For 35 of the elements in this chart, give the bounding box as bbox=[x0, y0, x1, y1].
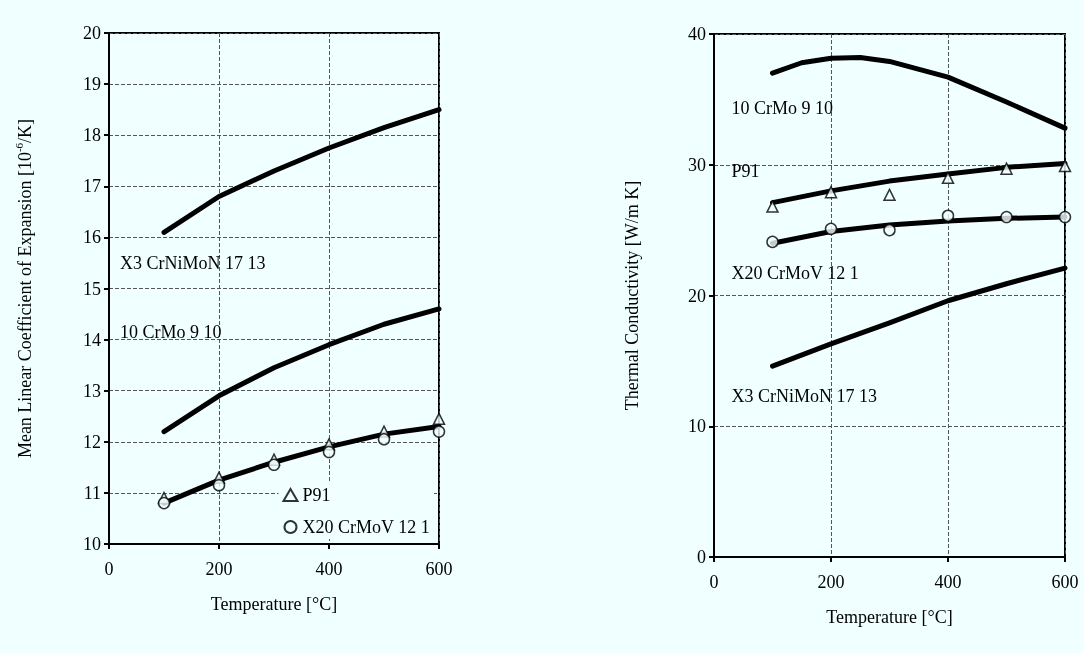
x-tick-label: 600 bbox=[1051, 572, 1079, 592]
y-tick-label: 20 bbox=[83, 23, 101, 43]
x-tick-label: 0 bbox=[709, 572, 719, 592]
x-tick-label: 400 bbox=[315, 559, 343, 579]
y-axis-title: Mean Linear Coefficient of Expansion [10-6/K] bbox=[12, 118, 35, 459]
y-tick-label: 20 bbox=[688, 285, 706, 306]
y-tick-label: 19 bbox=[83, 74, 101, 95]
text: 10 CrMo 9 10 bbox=[731, 98, 834, 119]
x-axis-title: Temperature [°C] bbox=[210, 594, 338, 614]
series-label: P91 bbox=[731, 160, 760, 181]
y-tick-label: 16 bbox=[83, 227, 101, 248]
legend-label: P91 bbox=[302, 485, 331, 505]
legend-label: X20 CrMoV 12 1 bbox=[302, 517, 430, 537]
y-tick-label: 40 bbox=[688, 24, 706, 44]
y-tick-label: 10 bbox=[83, 534, 101, 554]
y-tick-label: 10 bbox=[688, 416, 706, 437]
x-tick-label: 200 bbox=[205, 559, 233, 579]
y-tick-label: 15 bbox=[83, 278, 101, 299]
y-tick-label: 13 bbox=[83, 380, 101, 401]
y-tick-label: 18 bbox=[83, 125, 101, 146]
text: 10 CrMo 9 10 bbox=[120, 321, 222, 342]
y-axis-title: Thermal Conductivity [W/m K] bbox=[622, 180, 642, 411]
series-label: X20 CrMoV 12 1 bbox=[731, 263, 859, 284]
x-tick-label: 600 bbox=[425, 559, 453, 579]
text: X3 CrNiMoN 17 13 bbox=[120, 253, 266, 274]
x-tick-label: 0 bbox=[104, 559, 114, 579]
x-tick-label: 200 bbox=[817, 572, 845, 592]
y-tick-label: 17 bbox=[83, 176, 101, 197]
y-tick-label: 12 bbox=[83, 431, 101, 452]
y-tick-label: 30 bbox=[688, 154, 706, 175]
y-tick-label: 14 bbox=[83, 329, 101, 350]
y-tick-label: 11 bbox=[83, 482, 101, 503]
text: X3 CrNiMoN 17 13 bbox=[731, 386, 878, 407]
x-axis-title: Temperature [°C] bbox=[826, 607, 953, 627]
x-tick-label: 400 bbox=[934, 572, 962, 592]
